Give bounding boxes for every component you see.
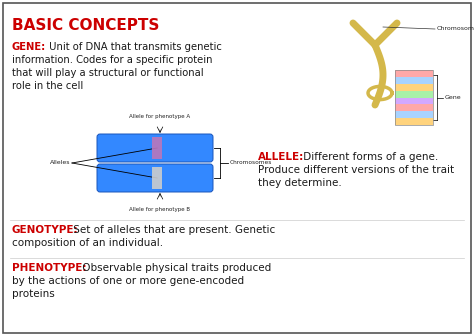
Text: role in the cell: role in the cell	[12, 81, 83, 91]
Bar	[395, 111, 433, 118]
Bar	[395, 118, 433, 125]
Text: composition of an individual.: composition of an individual.	[12, 238, 163, 248]
Text: proteins: proteins	[12, 289, 55, 299]
Bar	[152, 137, 162, 159]
Text: Allele for phenotype A: Allele for phenotype A	[129, 114, 191, 119]
Text: Gene: Gene	[445, 95, 462, 100]
Text: Set of alleles that are present. Genetic: Set of alleles that are present. Genetic	[70, 225, 275, 235]
FancyBboxPatch shape	[97, 164, 213, 192]
FancyBboxPatch shape	[97, 134, 213, 162]
Text: by the actions of one or more gene-encoded: by the actions of one or more gene-encod…	[12, 276, 244, 286]
Text: Chromosome: Chromosome	[437, 27, 474, 32]
Text: Alleles: Alleles	[49, 161, 70, 166]
Text: GENE:: GENE:	[12, 42, 46, 52]
Text: they determine.: they determine.	[258, 178, 342, 188]
Bar	[395, 84, 433, 91]
Text: Produce different versions of the trait: Produce different versions of the trait	[258, 165, 454, 175]
Text: Observable physical traits produced: Observable physical traits produced	[79, 263, 271, 273]
Text: information. Codes for a specific protein: information. Codes for a specific protei…	[12, 55, 212, 65]
Text: ALLELE:: ALLELE:	[258, 152, 304, 162]
Bar	[395, 70, 433, 125]
Text: Different forms of a gene.: Different forms of a gene.	[300, 152, 438, 162]
Bar	[395, 70, 433, 125]
Text: Chromosomes: Chromosomes	[230, 161, 273, 166]
Bar	[395, 91, 433, 97]
Bar	[395, 104, 433, 111]
Text: Allele for phenotype B: Allele for phenotype B	[129, 207, 191, 212]
Text: GENOTYPE:: GENOTYPE:	[12, 225, 79, 235]
Bar	[395, 97, 433, 104]
Text: that will play a structural or functional: that will play a structural or functiona…	[12, 68, 204, 78]
Bar	[395, 77, 433, 84]
Text: PHENOTYPE:: PHENOTYPE:	[12, 263, 86, 273]
Bar	[395, 70, 433, 77]
Bar	[152, 167, 162, 189]
Text: Unit of DNA that transmits genetic: Unit of DNA that transmits genetic	[46, 42, 222, 52]
Text: BASIC CONCEPTS: BASIC CONCEPTS	[12, 18, 159, 33]
